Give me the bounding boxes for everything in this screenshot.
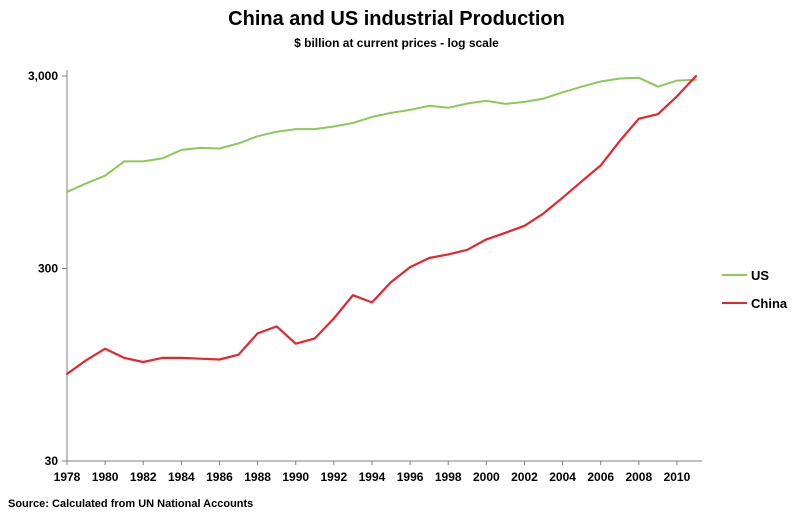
x-tick-label: 2002 <box>511 470 538 484</box>
x-tick-label: 1996 <box>397 470 424 484</box>
y-tick-label: 300 <box>38 262 58 276</box>
x-tick-label: 1990 <box>282 470 309 484</box>
y-tick-label: 30 <box>45 454 59 468</box>
series-line-us <box>66 76 697 193</box>
x-tick-label: 1984 <box>168 470 195 484</box>
x-tick-label: 1988 <box>244 470 271 484</box>
x-tick-label: 2010 <box>664 470 691 484</box>
x-tick-label: 2006 <box>587 470 614 484</box>
x-tick-label: 2008 <box>625 470 652 484</box>
source-note: Source: Calculated from UN National Acco… <box>8 498 254 510</box>
x-tick-label: 2004 <box>549 470 576 484</box>
x-tick-label: 1992 <box>320 470 347 484</box>
legend-label-china: China <box>751 296 788 311</box>
chart-subtitle: $ billion at current prices - log scale <box>294 36 499 50</box>
x-tick-label: 1994 <box>359 470 386 484</box>
x-tick-label: 1982 <box>130 470 157 484</box>
y-tick-label: 3,000 <box>28 69 58 83</box>
chart-title: China and US industrial Production <box>228 8 565 30</box>
x-axis-ticks: 1978 1980 1982 1984 1986 1988 1990 1992 1994 1996… <box>54 461 691 484</box>
x-tick-label: 1998 <box>435 470 462 484</box>
series-lines <box>65 74 698 375</box>
x-tick-label: 1980 <box>92 470 119 484</box>
axes <box>66 70 702 462</box>
x-tick-label: 2000 <box>473 470 500 484</box>
series-line-china <box>65 74 698 375</box>
legend-label-us: US <box>751 268 769 283</box>
legend: US China <box>722 268 788 311</box>
y-axis-ticks: 30 300 3,000 <box>28 69 67 468</box>
x-tick-label: 1978 <box>54 470 81 484</box>
x-tick-label: 1986 <box>206 470 233 484</box>
